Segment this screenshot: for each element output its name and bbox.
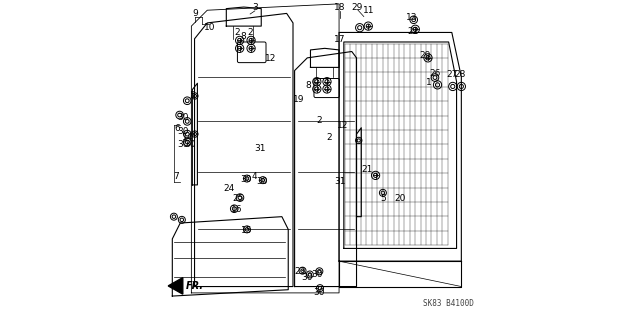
Text: 21: 21	[362, 165, 372, 174]
FancyBboxPatch shape	[237, 42, 266, 63]
Text: 1: 1	[426, 78, 432, 87]
Text: 30: 30	[313, 288, 324, 297]
Polygon shape	[168, 278, 183, 294]
Text: 10: 10	[204, 23, 215, 32]
Text: 28: 28	[454, 70, 466, 79]
Text: 4: 4	[252, 173, 257, 182]
Text: 11: 11	[362, 6, 374, 15]
Text: 7: 7	[173, 172, 179, 181]
Text: 12: 12	[265, 54, 276, 63]
Text: 23: 23	[294, 267, 306, 276]
Text: 30: 30	[178, 127, 189, 136]
Text: 13: 13	[406, 13, 417, 22]
Text: 5: 5	[189, 91, 195, 100]
Text: FR.: FR.	[186, 281, 204, 291]
Text: 8: 8	[305, 81, 311, 90]
Text: 26: 26	[429, 69, 441, 78]
Text: 9: 9	[193, 9, 198, 18]
Text: 30: 30	[301, 273, 312, 282]
Text: 18: 18	[334, 3, 346, 12]
Text: 2: 2	[235, 28, 240, 37]
Text: 27: 27	[446, 70, 458, 79]
Text: 6: 6	[175, 124, 180, 133]
Text: 30: 30	[184, 140, 196, 149]
Text: 29: 29	[420, 51, 431, 60]
Text: 25: 25	[232, 194, 244, 203]
Text: 29: 29	[352, 3, 363, 12]
Text: 31: 31	[334, 177, 346, 186]
Text: 5: 5	[381, 194, 387, 203]
Text: 2: 2	[317, 116, 322, 125]
Text: 2: 2	[326, 133, 332, 142]
Text: 3: 3	[252, 3, 258, 12]
Text: 20: 20	[394, 194, 406, 203]
Text: 19: 19	[292, 95, 304, 104]
FancyBboxPatch shape	[314, 78, 339, 98]
Text: 24: 24	[223, 184, 234, 193]
Text: 8: 8	[240, 32, 246, 41]
Text: SK83 B4100D: SK83 B4100D	[423, 299, 474, 308]
Text: 15: 15	[241, 226, 252, 234]
Text: 16: 16	[231, 205, 243, 214]
Text: 30: 30	[178, 140, 189, 149]
Text: 2: 2	[247, 28, 253, 37]
Text: 30: 30	[257, 177, 268, 186]
Text: 14: 14	[182, 133, 193, 142]
Text: 30: 30	[311, 270, 323, 279]
Text: 30: 30	[241, 175, 252, 184]
Text: 22: 22	[407, 27, 419, 36]
Text: 17: 17	[334, 35, 346, 44]
Text: 31: 31	[255, 144, 266, 153]
Text: 12: 12	[337, 121, 349, 130]
Text: 30: 30	[178, 113, 189, 122]
